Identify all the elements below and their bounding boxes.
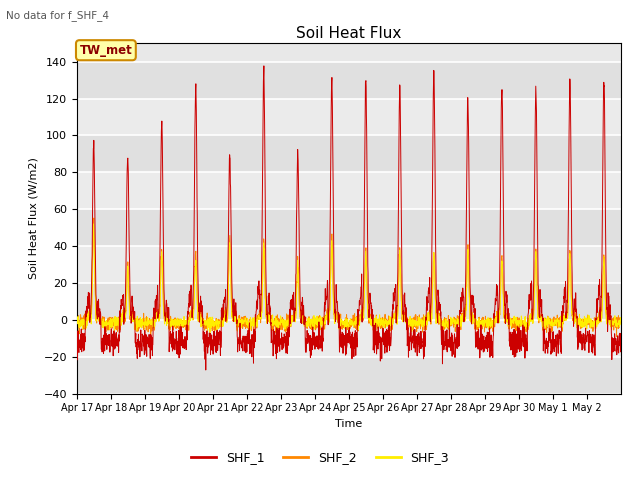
SHF_3 bbox=[617, 318, 625, 324]
SHF_1 bbox=[382, 335, 390, 341]
Bar bbox=[77, 209, 621, 246]
SHF_2 bbox=[73, 317, 81, 323]
SHF_2 bbox=[381, 325, 389, 331]
Bar bbox=[77, 135, 621, 172]
SHF_2 bbox=[245, 331, 253, 337]
Text: TW_met: TW_met bbox=[79, 44, 132, 57]
SHF_1 bbox=[260, 63, 268, 69]
X-axis label: Time: Time bbox=[335, 419, 362, 429]
SHF_2 bbox=[90, 215, 98, 221]
SHF_3 bbox=[544, 324, 552, 329]
SHF_1 bbox=[617, 331, 625, 337]
Line: SHF_2: SHF_2 bbox=[77, 218, 621, 336]
SHF_3 bbox=[73, 319, 81, 324]
SHF_3 bbox=[245, 319, 253, 325]
Text: No data for f_SHF_4: No data for f_SHF_4 bbox=[6, 10, 109, 21]
SHF_3 bbox=[127, 311, 135, 317]
SHF_1 bbox=[544, 350, 552, 356]
Line: SHF_3: SHF_3 bbox=[77, 224, 621, 333]
Bar bbox=[77, 61, 621, 98]
Title: Soil Heat Flux: Soil Heat Flux bbox=[296, 25, 401, 41]
SHF_2 bbox=[513, 320, 520, 326]
Bar bbox=[77, 283, 621, 320]
SHF_2 bbox=[612, 334, 620, 339]
SHF_1 bbox=[245, 341, 253, 347]
SHF_1 bbox=[202, 367, 210, 373]
Y-axis label: Soil Heat Flux (W/m2): Soil Heat Flux (W/m2) bbox=[28, 157, 38, 279]
SHF_2 bbox=[617, 317, 625, 323]
Bar bbox=[77, 246, 621, 283]
SHF_3 bbox=[90, 221, 97, 227]
SHF_1 bbox=[73, 347, 81, 353]
SHF_3 bbox=[610, 320, 618, 325]
Line: SHF_1: SHF_1 bbox=[77, 66, 621, 370]
SHF_1 bbox=[513, 349, 521, 355]
SHF_3 bbox=[382, 321, 390, 326]
Legend: SHF_1, SHF_2, SHF_3: SHF_1, SHF_2, SHF_3 bbox=[186, 446, 454, 469]
Bar bbox=[77, 357, 621, 394]
Bar bbox=[77, 172, 621, 209]
SHF_2 bbox=[543, 325, 551, 331]
SHF_2 bbox=[609, 322, 617, 328]
SHF_2 bbox=[127, 317, 135, 323]
Bar bbox=[77, 98, 621, 135]
SHF_1 bbox=[127, 320, 135, 326]
Bar bbox=[77, 320, 621, 357]
SHF_3 bbox=[206, 330, 214, 336]
SHF_1 bbox=[610, 340, 618, 346]
SHF_3 bbox=[513, 318, 521, 324]
